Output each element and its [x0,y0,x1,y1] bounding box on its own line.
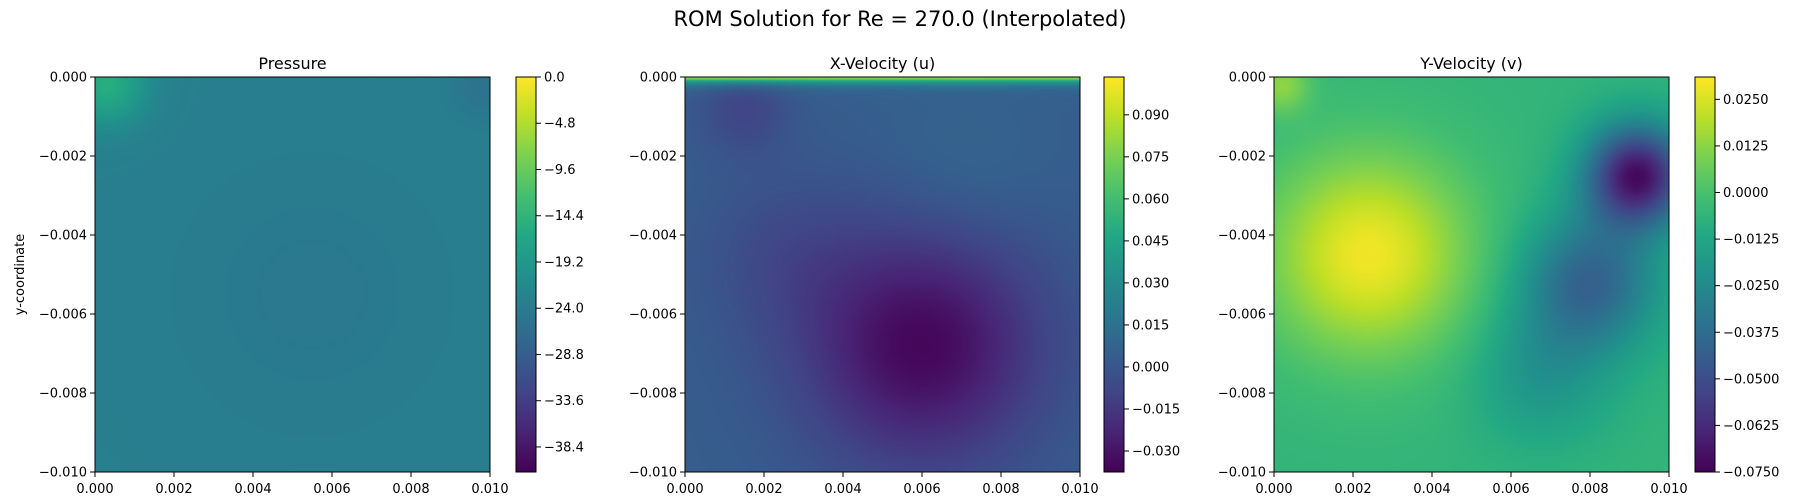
colorbar-tick-label: −38.4 [544,440,584,455]
y-tick-label: −0.002 [629,150,677,165]
x-tick-label: 0.000 [666,482,703,497]
colorbar-tick-label: 0.075 [1132,150,1169,165]
figure-title: ROM Solution for Re = 270.0 (Interpolate… [673,7,1126,31]
x-tick-label: 0.004 [1413,482,1450,497]
y-tick-label: −0.002 [39,150,87,165]
x-tick-label: 0.004 [234,482,271,497]
colorbar-tick-label: −19.2 [544,255,584,270]
y-tick-label: −0.010 [39,466,87,481]
x-tick-label: 0.000 [1255,482,1292,497]
y-tick-label: −0.010 [1218,466,1266,481]
x-tick-label: 0.004 [824,482,861,497]
y-tick-label: −0.004 [629,229,677,244]
colorbar-tick-label: 0.030 [1132,276,1169,291]
colorbar-tick-label: 0.0 [544,71,565,86]
colorbar-tick-label: 0.0250 [1723,93,1769,108]
y-tick-label: −0.006 [629,308,677,323]
x-tick-label: 0.008 [982,482,1019,497]
x-tick-label: 0.010 [1650,482,1687,497]
colorbar [515,76,537,473]
panel-2: X-Velocity (u) 0.000 0.002 0.004 0.006 0.008 0… [629,54,1180,497]
y-tick-label: −0.006 [39,308,87,323]
y-tick-label: 0.000 [1229,71,1266,86]
colorbar-tick-label: −0.0750 [1723,466,1779,481]
y-tick-label: −0.010 [629,466,677,481]
x-tick-label: 0.010 [1061,482,1098,497]
colorbar-tick-label: −0.0625 [1723,419,1779,434]
panel-1: Pressure 0.000 0.002 0.004 0.006 0.008 0.010 0.… [13,54,584,497]
colorbar-tick-label: 0.0125 [1723,139,1769,154]
colorbar-tick-label: −14.4 [544,209,584,224]
x-tick-label: 0.002 [1334,482,1371,497]
colorbar-tick-label: −0.0125 [1723,233,1779,248]
y-axis-label: y-coordinate [13,234,28,316]
x-tick-label: 0.006 [1492,482,1529,497]
y-tick-label: −0.002 [1218,150,1266,165]
heatmap-field [95,77,490,472]
colorbar-tick-label: −0.0375 [1723,326,1779,341]
x-tick-label: 0.008 [392,482,429,497]
plot-frame [684,76,1081,473]
colorbar-tick-label: −28.8 [544,348,584,363]
colorbar-tick-label: −0.015 [1132,402,1180,417]
y-tick-label: −0.006 [1218,308,1266,323]
y-tick-label: 0.000 [50,71,87,86]
panel-title: Pressure [258,54,326,73]
x-tick-label: 0.002 [745,482,782,497]
colorbar-tick-label: 0.045 [1132,234,1169,249]
x-tick-label: 0.000 [76,482,113,497]
x-tick-label: 0.008 [1571,482,1608,497]
colorbar [1103,76,1125,473]
y-tick-label: −0.008 [629,387,677,402]
colorbar-tick-label: −0.030 [1132,444,1180,459]
colorbar-tick-label: −9.6 [544,163,576,178]
heatmap-field [685,77,1080,472]
y-tick-label: −0.008 [1218,387,1266,402]
colorbar-tick-label: −0.0250 [1723,279,1779,294]
plot-frame [1273,76,1670,473]
colorbar-tick-label: 0.0000 [1723,186,1769,201]
colorbar-tick-label: −0.0500 [1723,372,1779,387]
panel-title: X-Velocity (u) [830,54,935,73]
y-tick-label: −0.004 [39,229,87,244]
colorbar-tick-label: 0.015 [1132,318,1169,333]
colorbar-tick-label: 0.090 [1132,108,1169,123]
colorbar-tick-label: −33.6 [544,394,584,409]
colorbar [1694,76,1716,473]
y-tick-label: −0.004 [1218,229,1266,244]
colorbar-tick-label: −4.8 [544,117,576,132]
y-tick-label: −0.008 [39,387,87,402]
heatmap-field [1274,77,1669,472]
colorbar-tick-label: 0.000 [1132,360,1169,375]
x-tick-label: 0.006 [903,482,940,497]
panel-3: Y-Velocity (v) 0.000 0.002 0.004 0.006 0.008 0… [1218,54,1780,497]
x-tick-label: 0.010 [471,482,508,497]
y-tick-label: 0.000 [640,71,677,86]
panel-title: Y-Velocity (v) [1419,54,1523,73]
x-tick-label: 0.006 [313,482,350,497]
colorbar-tick-label: −24.0 [544,302,584,317]
plot-frame [94,76,491,473]
x-tick-label: 0.002 [155,482,192,497]
colorbar-tick-label: 0.060 [1132,192,1169,207]
